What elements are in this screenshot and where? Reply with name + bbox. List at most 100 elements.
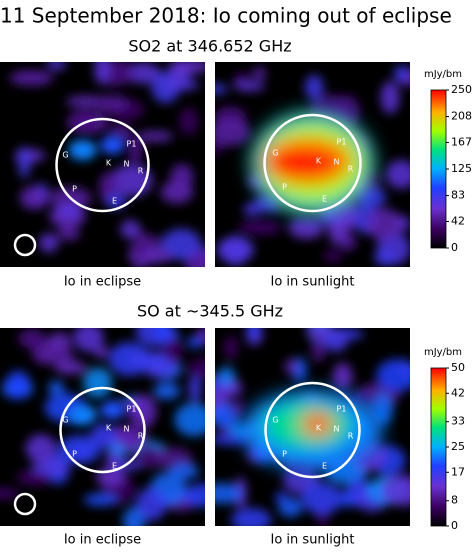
- map-blob: [83, 367, 113, 398]
- panel-caption: Io in eclipse: [64, 533, 141, 548]
- map-blobs: [9, 62, 205, 267]
- colorbar-tick-label: 0: [451, 519, 458, 532]
- feature-label: P: [282, 183, 287, 192]
- map-blob: [135, 487, 167, 522]
- panel-caption: Io in sunlight: [271, 533, 355, 548]
- colorbar-tick-label: 8: [451, 494, 458, 507]
- map-blob: [105, 193, 127, 209]
- map-blob: [48, 380, 65, 396]
- map-blob: [153, 382, 181, 400]
- colorbar-tick-label: 125: [451, 162, 472, 175]
- colorbar-tick-label: 250: [451, 83, 472, 96]
- feature-label: E: [322, 195, 327, 204]
- map-blob: [311, 333, 325, 363]
- map-blob: [356, 188, 387, 207]
- map-blob: [215, 434, 252, 445]
- feature-label: G: [62, 151, 68, 160]
- feature-label: K: [316, 424, 322, 433]
- feature-label: P: [72, 185, 77, 194]
- map-blob: [327, 212, 348, 245]
- map-blob: [46, 62, 67, 71]
- map-blob: [247, 328, 261, 343]
- colorbar-tick-label: 25: [451, 440, 465, 453]
- map-blob: [231, 399, 245, 417]
- map-blob: [160, 78, 200, 91]
- feature-label: R: [348, 165, 354, 174]
- map-blob: [266, 149, 339, 177]
- map-blob: [31, 458, 69, 476]
- feature-label: R: [138, 432, 144, 441]
- map-blob: [127, 352, 169, 367]
- map-blob: [374, 250, 396, 266]
- io-disk-outline: [59, 386, 146, 474]
- map-blob: [186, 336, 205, 348]
- feature-label: K: [106, 159, 112, 168]
- map-blob: [366, 208, 402, 240]
- map-blob: [90, 423, 117, 449]
- colorbar: [430, 89, 447, 249]
- colorbar-tick-label: 167: [451, 135, 472, 148]
- emission-map: G K NR P1 P E: [0, 62, 205, 267]
- map-blob: [19, 186, 49, 210]
- map-blob: [309, 418, 326, 430]
- map-blob: [304, 328, 335, 336]
- map-blob: [304, 74, 324, 100]
- map-blob: [154, 328, 170, 343]
- map-blob: [185, 250, 205, 267]
- map-blob: [174, 402, 205, 437]
- map-blob: [184, 483, 205, 508]
- map-blob: [376, 359, 410, 392]
- map-blob: [169, 463, 199, 480]
- map-blob: [224, 335, 238, 360]
- map-blob: [233, 80, 266, 92]
- map-blob: [215, 118, 251, 146]
- figure-title: 11 September 2018: Io coming out of ecli…: [0, 4, 452, 28]
- emission-map: G K NR P1 P E: [215, 328, 410, 526]
- feature-label: P: [282, 450, 287, 459]
- map-blob: [323, 249, 343, 263]
- feature-label: E: [112, 197, 117, 206]
- map-blob: [55, 203, 82, 219]
- map-core: [250, 111, 375, 215]
- io-disk-outline: [264, 381, 361, 479]
- io-disk-outline: [55, 117, 150, 213]
- map-blob: [168, 62, 205, 74]
- map-blob: [381, 474, 410, 507]
- colorbar-unit: mJy/bm: [424, 347, 462, 358]
- map-blob: [136, 235, 162, 251]
- map-blob: [54, 361, 87, 375]
- panel-caption: Io in sunlight: [271, 275, 355, 290]
- colorbar-tick-label: 42: [451, 214, 465, 227]
- feature-label: K: [106, 424, 112, 433]
- map-blob: [39, 233, 59, 253]
- map-blob: [128, 135, 143, 165]
- map-blob: [231, 508, 272, 526]
- feature-label: G: [272, 149, 278, 158]
- map-blob: [122, 507, 145, 526]
- feature-label: E: [322, 462, 327, 471]
- map-blob: [170, 164, 194, 190]
- emission-map: G K NR P1 P E: [0, 328, 205, 526]
- map-blob: [100, 136, 125, 154]
- map-blob: [275, 491, 288, 503]
- feature-label: P1: [127, 405, 137, 414]
- map-blob: [0, 487, 21, 500]
- feature-label: N: [124, 160, 130, 169]
- panel-caption: Io in eclipse: [64, 275, 141, 290]
- map-blob: [93, 95, 129, 113]
- feature-label: R: [138, 167, 144, 176]
- map-blob: [288, 216, 324, 239]
- map-blob: [68, 140, 97, 160]
- map-blob: [188, 374, 202, 403]
- map-blob: [221, 235, 250, 266]
- map-blob: [9, 70, 54, 86]
- map-blob: [243, 203, 261, 217]
- map-blob: [252, 67, 266, 80]
- beam-outline: [13, 233, 37, 257]
- map-blob: [25, 434, 57, 463]
- map-blob: [94, 346, 109, 359]
- map-blob: [324, 330, 348, 352]
- map-blob: [385, 159, 410, 189]
- colorbar-tick-label: 17: [451, 465, 465, 478]
